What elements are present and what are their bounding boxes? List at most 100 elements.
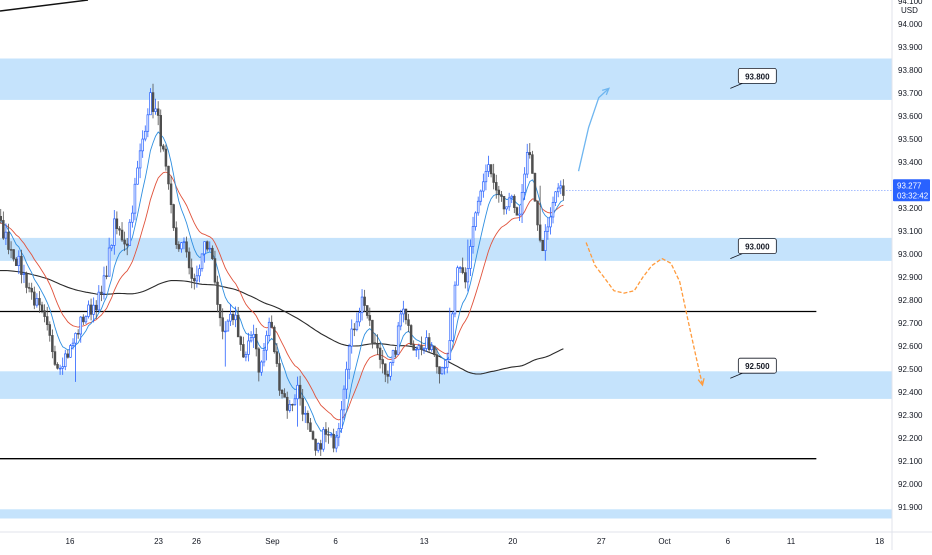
- candle-body: [107, 247, 111, 277]
- candles-layer: [0, 83, 565, 456]
- candle-body: [0, 215, 2, 221]
- candle-body: [216, 281, 219, 305]
- candle-body: [461, 267, 464, 273]
- candle-body: [285, 396, 289, 411]
- price-tick-label: 92.800: [898, 296, 923, 305]
- candle-body: [257, 348, 261, 373]
- candle-body: [409, 325, 413, 345]
- callout-box: [737, 357, 777, 374]
- time-tick-label: 20: [508, 537, 517, 546]
- candle-body: [154, 108, 157, 112]
- candle-body: [273, 326, 276, 353]
- candle-body: [518, 213, 521, 216]
- candle-body: [169, 183, 173, 205]
- candle-body: [2, 220, 5, 239]
- candle-body: [22, 273, 26, 275]
- candle-body: [479, 190, 483, 202]
- price-tick-label: 93.200: [898, 204, 923, 213]
- candle-body: [144, 130, 147, 140]
- candle-body: [544, 230, 547, 251]
- candle-body: [332, 433, 335, 449]
- price-tick-label: 93.600: [898, 112, 923, 121]
- time-tick-label: 16: [66, 537, 75, 546]
- candle-body: [376, 343, 379, 349]
- projection-down-path: [585, 242, 704, 386]
- candle-body: [502, 196, 506, 210]
- candle-body: [221, 317, 224, 332]
- candle-body: [345, 368, 348, 390]
- candle-body: [267, 321, 271, 336]
- candle-body: [476, 200, 480, 214]
- candle-body: [531, 154, 534, 174]
- candle-body: [340, 409, 343, 429]
- candle-body: [515, 207, 519, 216]
- sma-long-line: [0, 269, 564, 375]
- countdown-label: 03:32:42: [897, 191, 929, 200]
- candle-body: [177, 244, 181, 250]
- candle-body: [38, 298, 41, 306]
- price-tick-label: 93.500: [898, 135, 923, 144]
- candle-body: [200, 253, 204, 270]
- candle-body: [355, 321, 359, 330]
- candle-body: [159, 115, 163, 147]
- candle-body: [278, 363, 281, 391]
- candle-body: [270, 321, 273, 328]
- candle-body: [492, 173, 495, 183]
- candle-body: [82, 316, 85, 323]
- candle-body: [131, 212, 134, 223]
- candle-body: [92, 304, 95, 315]
- candle-body: [350, 328, 353, 347]
- candle-body: [4, 231, 8, 239]
- candle-body: [193, 278, 196, 282]
- candle-body: [298, 384, 302, 399]
- time-tick-label: Oct: [658, 537, 671, 546]
- candle-body: [500, 194, 503, 197]
- price-axis[interactable]: USD 94.100 94.000 93.900 93.800 93.700 93.600…: [891, 0, 923, 550]
- candle-body: [56, 364, 59, 369]
- time-tick-label: 27: [597, 537, 606, 546]
- time-axis[interactable]: 16 23 26 Sep 6 13 20 27 Oct 6 11 18: [0, 531, 932, 546]
- candle-body: [510, 195, 513, 199]
- candle-body: [252, 333, 255, 338]
- candle-body: [430, 345, 433, 351]
- price-tick-label: 92.900: [898, 273, 923, 282]
- candle-body: [487, 164, 490, 172]
- candle-body: [87, 304, 90, 317]
- candle-body: [513, 195, 516, 208]
- candle-body: [412, 344, 415, 351]
- candle-body: [386, 373, 390, 377]
- candle-body: [427, 337, 431, 351]
- candle-body: [115, 218, 119, 230]
- callout-layer: 93.800 93.000 92.500: [730, 68, 777, 379]
- candle-body: [69, 345, 72, 358]
- candle-body: [365, 305, 369, 316]
- candle-body: [167, 165, 170, 185]
- candle-body: [554, 191, 557, 203]
- candle-body: [45, 316, 49, 325]
- candle-body: [368, 315, 372, 321]
- candle-body: [324, 429, 328, 435]
- candle-body: [180, 242, 183, 250]
- callout-pointer: [730, 372, 743, 379]
- zone-band: [0, 237, 892, 261]
- price-tick-label: 92.500: [898, 365, 923, 374]
- levels-layer: [0, 189, 892, 460]
- candle-body: [456, 267, 459, 286]
- candle-body: [12, 249, 15, 260]
- candle-body: [482, 181, 485, 192]
- candle-body: [136, 167, 139, 185]
- projection-layer: [577, 87, 705, 387]
- candle-body: [523, 173, 526, 193]
- price-tick-label: 93.700: [898, 89, 923, 98]
- candle-body: [205, 241, 209, 250]
- candle-body: [61, 366, 64, 369]
- candle-body: [17, 255, 21, 267]
- candle-body: [58, 367, 62, 370]
- callout-label: 93.800: [745, 72, 770, 81]
- projection-up-path-arrowhead: [601, 87, 610, 96]
- price-tick-label: 92.600: [898, 342, 923, 351]
- callout-box: [737, 238, 777, 255]
- candle-body: [195, 275, 199, 282]
